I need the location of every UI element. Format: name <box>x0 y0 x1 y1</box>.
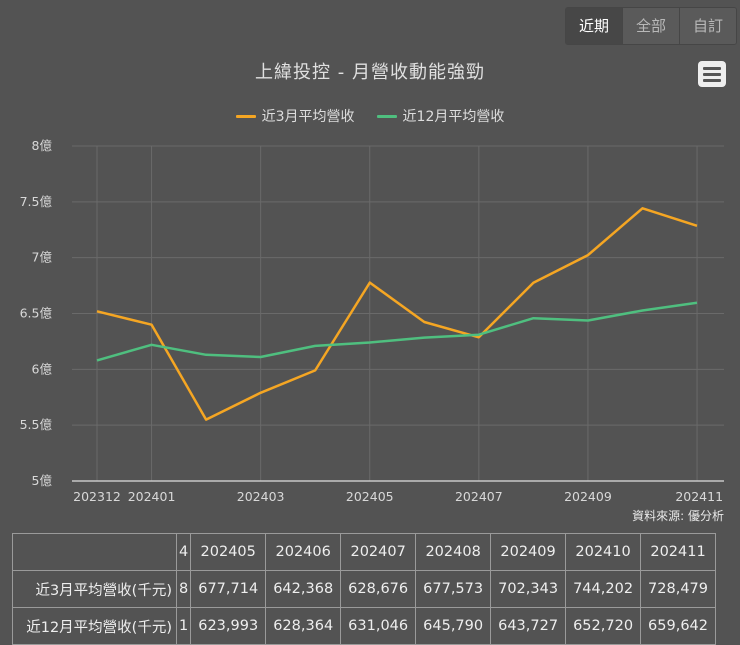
table-cell: 1 <box>175 607 192 645</box>
table-cell: 728,479 <box>640 570 717 608</box>
legend-label: 近12月平均營收 <box>402 109 505 125</box>
table-header-cell: 4 <box>175 533 192 571</box>
table-cell: 642,368 <box>265 570 342 608</box>
legend-item-3m[interactable]: 近3月平均營收 <box>235 106 355 126</box>
svg-text:202407: 202407 <box>455 489 503 504</box>
table-cell: 631,046 <box>340 607 417 645</box>
y-axis-labels: 5億 5.5億 6億 6.5億 7億 7.5億 8億 <box>20 138 53 488</box>
table-header-cell: 202409 <box>490 533 567 571</box>
table-cell: 677,714 <box>190 570 267 608</box>
table-row: 近3月平均營收(千元) 8 677,714 642,368 628,676 67… <box>12 570 717 608</box>
table-cell: 628,364 <box>265 607 342 645</box>
svg-text:202405: 202405 <box>346 489 394 504</box>
table-cell: 623,993 <box>190 607 267 645</box>
svg-text:202312: 202312 <box>73 489 121 504</box>
table-corner-cell <box>12 533 177 571</box>
svg-text:7.5億: 7.5億 <box>20 194 53 209</box>
range-button-all[interactable]: 全部 <box>623 8 680 44</box>
menu-bar <box>703 66 721 70</box>
table-cell: 645,790 <box>415 607 492 645</box>
table-header-cell: 202411 <box>640 533 717 571</box>
grid-lines <box>72 145 724 481</box>
svg-text:7億: 7億 <box>32 250 53 265</box>
chart-title: 上緯投控 - 月營收動能強勁 <box>255 62 485 83</box>
svg-text:202401: 202401 <box>128 489 176 504</box>
table-cell: 8 <box>175 570 192 608</box>
legend-line-icon <box>376 114 397 118</box>
table-header-cell: 202407 <box>340 533 417 571</box>
series-line-3m[interactable] <box>96 207 698 421</box>
table-row-label: 近3月平均營收(千元) <box>12 570 177 608</box>
table-header-cell: 202405 <box>190 533 267 571</box>
chart-credits[interactable]: 資料來源: 優分析 <box>632 509 724 523</box>
table-cell: 652,720 <box>565 607 642 645</box>
table-cell: 702,343 <box>490 570 567 608</box>
table-header-cell: 202410 <box>565 533 642 571</box>
svg-text:202411: 202411 <box>675 489 723 504</box>
chart-legend: 近3月平均營收 近12月平均營收 <box>0 106 740 126</box>
svg-text:5.5億: 5.5億 <box>20 417 53 432</box>
svg-text:6億: 6億 <box>32 361 53 376</box>
table-cell: 628,676 <box>340 570 417 608</box>
svg-text:6.5億: 6.5億 <box>20 306 53 321</box>
table-cell: 643,727 <box>490 607 567 645</box>
menu-bar <box>703 72 721 76</box>
table-cell: 677,573 <box>415 570 492 608</box>
legend-label: 近3月平均營收 <box>261 109 355 125</box>
hamburger-menu-icon[interactable] <box>698 61 726 87</box>
series-line-12m[interactable] <box>96 301 698 362</box>
menu-bar <box>703 78 721 82</box>
table-header-cell: 202406 <box>265 533 342 571</box>
table-cell: 744,202 <box>565 570 642 608</box>
range-button-recent[interactable]: 近期 <box>566 8 623 44</box>
range-selector: 近期 全部 自訂 <box>565 7 737 45</box>
x-axis-labels: 202312 202401 202403 202405 202407 202409 2024… <box>73 489 723 504</box>
table-header-cell: 202408 <box>415 533 492 571</box>
svg-text:5億: 5億 <box>32 473 53 488</box>
table-row: 近12月平均營收(千元) 1 623,993 628,364 631,046 6… <box>12 607 717 645</box>
svg-text:202403: 202403 <box>237 489 285 504</box>
table-row-label: 近12月平均營收(千元) <box>12 607 177 645</box>
range-button-custom[interactable]: 自訂 <box>680 8 736 44</box>
svg-text:202409: 202409 <box>564 489 612 504</box>
table-cell: 659,642 <box>640 607 717 645</box>
svg-text:8億: 8億 <box>32 138 53 153</box>
table-header-row: 4 202405 202406 202407 202408 202409 202… <box>12 533 717 571</box>
legend-line-icon <box>235 114 256 118</box>
legend-item-12m[interactable]: 近12月平均營收 <box>376 106 505 126</box>
data-table: 4 202405 202406 202407 202408 202409 202… <box>12 533 717 645</box>
